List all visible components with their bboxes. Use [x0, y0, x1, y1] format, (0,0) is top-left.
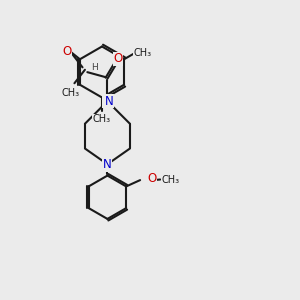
Text: N: N	[103, 158, 112, 171]
Text: O: O	[148, 172, 157, 185]
Text: N: N	[105, 95, 113, 108]
Text: N: N	[103, 95, 112, 108]
Text: O: O	[113, 52, 123, 65]
Text: CH₃: CH₃	[61, 88, 80, 98]
Text: CH₃: CH₃	[93, 114, 111, 124]
Text: CH₃: CH₃	[162, 175, 180, 184]
Text: O: O	[62, 45, 72, 58]
Text: H: H	[92, 63, 98, 72]
Text: CH₃: CH₃	[134, 48, 152, 58]
